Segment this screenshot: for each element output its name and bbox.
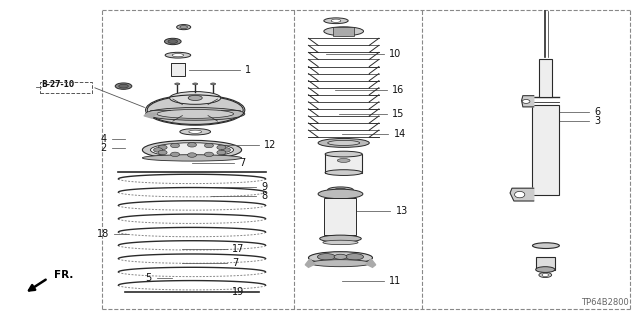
Ellipse shape [180,129,211,135]
Text: 10: 10 [389,49,401,59]
Ellipse shape [542,273,548,277]
Polygon shape [522,96,534,107]
Ellipse shape [515,191,525,198]
Ellipse shape [211,83,216,85]
Ellipse shape [115,83,132,89]
Text: 7: 7 [239,158,245,168]
Ellipse shape [536,267,555,272]
Ellipse shape [320,235,362,242]
Text: 3: 3 [594,116,600,126]
Text: 19: 19 [232,287,244,297]
Ellipse shape [180,26,188,29]
Text: 5: 5 [145,272,152,283]
Bar [325,154,362,173]
Bar [171,63,185,76]
Bar [532,105,559,195]
Circle shape [158,145,167,150]
Text: 14: 14 [394,129,406,139]
Ellipse shape [337,159,350,162]
Ellipse shape [147,96,243,124]
Ellipse shape [146,108,244,120]
Ellipse shape [522,100,530,103]
Ellipse shape [324,18,348,24]
Text: 15: 15 [392,109,404,119]
Ellipse shape [539,272,552,278]
Text: 4: 4 [100,134,107,144]
Text: 9: 9 [261,182,268,192]
Ellipse shape [157,109,234,118]
Ellipse shape [175,83,180,85]
Ellipse shape [332,19,341,22]
Bar [333,27,354,36]
Circle shape [154,148,163,152]
Circle shape [217,145,226,150]
Text: 7: 7 [232,258,239,268]
Ellipse shape [324,27,364,36]
Text: FR.: FR. [54,270,74,280]
Ellipse shape [328,140,360,145]
Ellipse shape [119,84,129,88]
Text: 12: 12 [264,140,276,150]
Ellipse shape [334,254,347,259]
Circle shape [205,143,214,148]
Ellipse shape [317,254,335,260]
Ellipse shape [328,187,353,193]
Circle shape [188,153,196,157]
Circle shape [158,150,167,155]
Ellipse shape [310,260,371,267]
Ellipse shape [143,155,242,161]
Bar [539,59,552,97]
Ellipse shape [335,188,346,191]
Ellipse shape [168,40,178,43]
Text: 18: 18 [97,228,109,239]
Ellipse shape [193,83,198,85]
Ellipse shape [164,38,181,45]
Text: 17: 17 [232,244,244,254]
Polygon shape [366,259,376,267]
Ellipse shape [188,95,202,100]
Circle shape [170,152,179,157]
Ellipse shape [323,240,358,245]
Polygon shape [144,113,157,118]
Ellipse shape [318,189,363,199]
Ellipse shape [325,170,362,175]
Text: 6: 6 [594,107,600,117]
Text: 11: 11 [389,276,401,286]
Text: 16: 16 [392,85,404,95]
Ellipse shape [308,252,372,264]
Circle shape [205,152,214,157]
Ellipse shape [177,25,191,30]
Bar [40,82,92,93]
Ellipse shape [150,143,234,157]
Circle shape [221,148,230,152]
Text: 1: 1 [245,65,252,75]
Ellipse shape [189,130,202,133]
Text: 2: 2 [100,143,107,153]
Circle shape [217,150,226,155]
Ellipse shape [143,140,242,160]
Polygon shape [510,188,534,201]
Ellipse shape [170,92,221,104]
Ellipse shape [318,138,369,147]
Bar [536,257,555,270]
Text: TP64B2800: TP64B2800 [580,298,628,307]
Ellipse shape [532,243,559,249]
Text: 13: 13 [396,205,408,216]
Ellipse shape [165,52,191,58]
Ellipse shape [325,151,362,157]
Ellipse shape [172,54,184,57]
Circle shape [171,143,179,148]
Circle shape [188,143,196,147]
Bar [324,198,356,235]
Text: 8: 8 [261,191,268,201]
Polygon shape [305,259,315,267]
Ellipse shape [346,254,364,260]
Text: B-27-10: B-27-10 [42,80,75,89]
